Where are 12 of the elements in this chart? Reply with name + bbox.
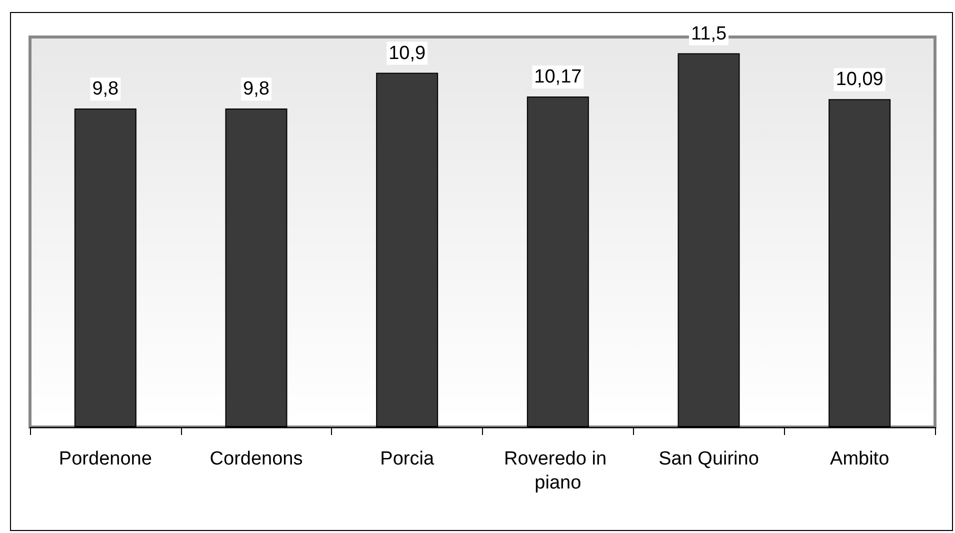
data-label: 10,09 <box>836 69 884 90</box>
x-tick-label: Porcia <box>380 448 434 470</box>
data-label: 9,8 <box>92 78 119 100</box>
x-tick-label: Pordenone <box>58 448 152 470</box>
x-tick-label: Roveredo in piano <box>504 448 612 494</box>
data-label: 9,8 <box>243 78 270 100</box>
data-label: 10,9 <box>388 42 426 64</box>
data-label: 10,17 <box>534 66 582 88</box>
x-tick-label: Ambito <box>830 448 890 470</box>
x-tick-label: San Quirino <box>658 448 759 470</box>
x-tick-label: Cordenons <box>210 448 303 470</box>
data-label: 11,5 <box>690 23 727 44</box>
